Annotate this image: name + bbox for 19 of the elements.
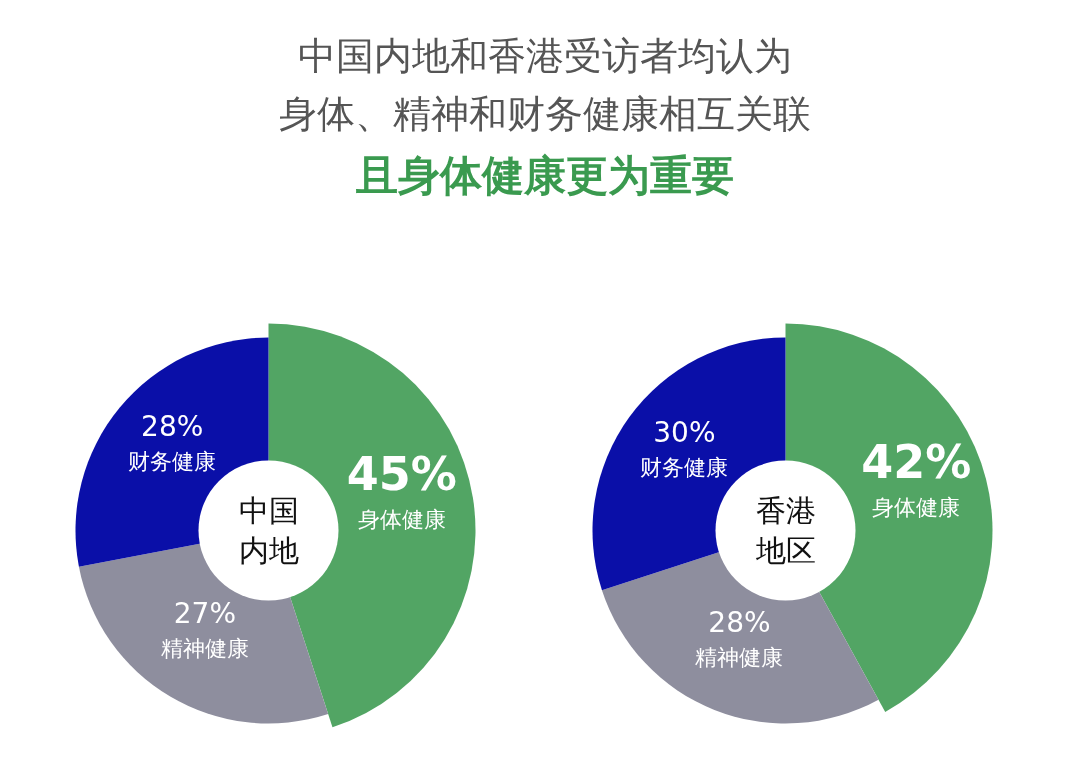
text: 地区 bbox=[754, 533, 816, 568]
text: 内地 bbox=[238, 533, 299, 568]
text: 中国 bbox=[238, 493, 299, 528]
data-label: 27% bbox=[173, 597, 236, 631]
slice-label: 财务健康 bbox=[128, 448, 217, 474]
slice-label: 身体健康 bbox=[357, 507, 446, 533]
slice-label: 精神健康 bbox=[695, 644, 784, 670]
text: 香港 bbox=[755, 493, 816, 528]
slice-label: 财务健康 bbox=[640, 455, 729, 481]
data-label: 30% bbox=[653, 416, 716, 450]
slice-label: 精神健康 bbox=[160, 636, 249, 662]
data-label: 28% bbox=[141, 409, 204, 443]
chart-title: 中国内地和香港受访者均认为 bbox=[297, 33, 793, 80]
data-label: 45% bbox=[346, 447, 457, 502]
data-label: 42% bbox=[861, 434, 972, 489]
text: 且身体健康更为重要 bbox=[355, 150, 735, 202]
chart-subtitle: 身体、精神和财务健康相互关联 bbox=[278, 91, 812, 138]
data-label: 28% bbox=[708, 605, 771, 639]
slice-label: 身体健康 bbox=[872, 494, 961, 520]
